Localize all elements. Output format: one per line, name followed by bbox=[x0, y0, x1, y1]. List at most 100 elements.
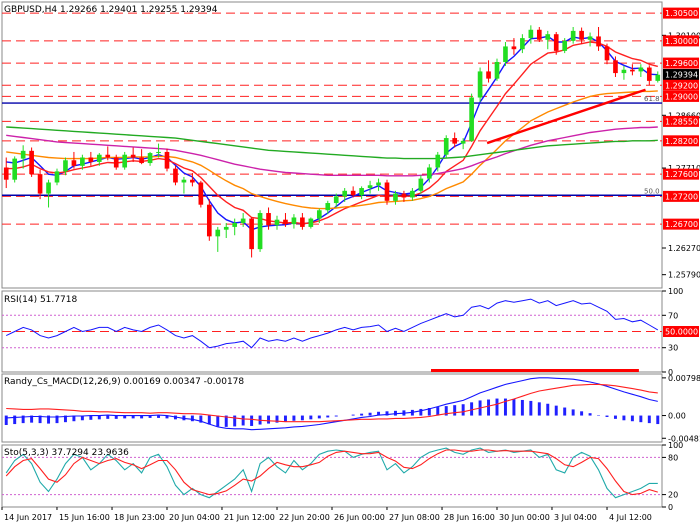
price-tag-box bbox=[663, 57, 699, 69]
axis-tag-label: 50.0000 bbox=[665, 328, 698, 337]
axis-tag-label: 1.29600 bbox=[665, 59, 698, 68]
fibonacci-level-label: 61.8 bbox=[644, 95, 660, 103]
ohlc-readout: 1.29266 1.29401 1.29255 1.29394 bbox=[60, 5, 218, 15]
candle-body bbox=[486, 71, 491, 79]
candle-body bbox=[435, 154, 441, 168]
price-tag-box bbox=[663, 168, 699, 180]
candle-body bbox=[113, 157, 119, 168]
price-tag-box bbox=[663, 190, 699, 202]
price-tag-box bbox=[663, 79, 699, 91]
candle-body bbox=[350, 190, 356, 196]
time-axis-label: 20 Jun 04:00 bbox=[169, 513, 220, 522]
candle-body bbox=[46, 182, 51, 194]
candle-body bbox=[20, 150, 26, 159]
candle-body bbox=[655, 74, 661, 81]
candle-body bbox=[71, 160, 77, 166]
candle-body bbox=[503, 46, 508, 62]
rsi-title: RSI(14) 51.7718 bbox=[4, 295, 77, 305]
candle-body bbox=[333, 196, 339, 204]
time-axis-label: 30 Jun 00:00 bbox=[499, 513, 550, 522]
candle-body bbox=[359, 188, 364, 196]
candle-body bbox=[37, 174, 43, 194]
macd-line bbox=[6, 383, 658, 423]
candle-body bbox=[80, 157, 85, 166]
time-axis-label: 14 Jun 2017 bbox=[4, 513, 52, 522]
candle-body bbox=[316, 210, 322, 219]
candle-body bbox=[190, 179, 195, 183]
candle-body bbox=[63, 160, 68, 172]
macd-line bbox=[6, 377, 658, 431]
candle-body bbox=[122, 154, 128, 168]
price-tag-box bbox=[663, 35, 699, 47]
axis-tag-label: 1.29394 bbox=[665, 71, 698, 80]
time-axis-label: 26 Jun 00:00 bbox=[334, 513, 385, 522]
candle-body bbox=[536, 29, 542, 40]
candle-body bbox=[130, 154, 136, 158]
macd-title: Randy_Cs_MACD(12,26,9) 0.00169 0.00347 -… bbox=[4, 377, 244, 387]
candle-body bbox=[613, 60, 618, 74]
fibonacci-level-label: 50.0 bbox=[644, 187, 660, 195]
candle-body bbox=[638, 67, 644, 72]
candle-body bbox=[29, 150, 34, 175]
candle-body bbox=[139, 157, 144, 164]
axis-tag-label: 1.29000 bbox=[665, 92, 698, 101]
candle-body bbox=[240, 218, 246, 224]
moving-average-line bbox=[6, 126, 658, 160]
time-axis-label: 22 Jun 20:00 bbox=[279, 513, 330, 522]
candle-body bbox=[418, 178, 424, 191]
candle-body bbox=[54, 171, 60, 183]
time-axis-label: 15 Jun 16:00 bbox=[59, 513, 110, 522]
candle-body bbox=[223, 226, 229, 230]
time-axis: 14 Jun 2017 15 Jun 16:00 18 Jun 23:00 20 Ju… bbox=[1, 507, 652, 522]
candle-body bbox=[646, 67, 652, 81]
candle-body bbox=[206, 204, 212, 237]
axis-tick-label: 30 bbox=[668, 344, 678, 353]
axis-tick-label: 1.27710 bbox=[668, 164, 700, 173]
candle-body bbox=[291, 217, 297, 225]
candle-body bbox=[308, 218, 314, 227]
candle-body bbox=[443, 138, 449, 155]
candle-body bbox=[562, 40, 568, 51]
candle-body bbox=[376, 182, 381, 186]
trendline bbox=[486, 88, 646, 145]
price-panel[interactable]: 61.850.01.305001.301001.300001.296001.29… bbox=[1, 1, 700, 289]
candle-body bbox=[477, 71, 483, 98]
axis-tick-label: 100 bbox=[668, 441, 683, 450]
axis-tag-label: 1.29200 bbox=[665, 81, 698, 90]
time-axis-label: 28 Jun 16:00 bbox=[444, 513, 495, 522]
candle-body bbox=[232, 223, 238, 227]
rsi-panel[interactable]: 100 70 50.0000 30 0 bbox=[1, 287, 699, 377]
axis-tick-label: 1.26270 bbox=[668, 244, 700, 253]
axis-tag-label: 1.26700 bbox=[665, 220, 698, 229]
candle-body bbox=[88, 157, 94, 162]
time-axis-label: 21 Jun 12:00 bbox=[224, 513, 275, 522]
axis-tag-label: 1.28550 bbox=[665, 117, 698, 126]
candle-body bbox=[325, 203, 331, 211]
stochastic-title: Sto(5,3,3) 37.7294 23.9636 bbox=[4, 448, 129, 458]
candle-body bbox=[173, 168, 178, 183]
rsi-line bbox=[5, 298, 659, 349]
price-tag-box bbox=[663, 7, 699, 19]
price-tag-box bbox=[663, 90, 699, 102]
candle-body bbox=[12, 158, 18, 180]
axis-tick-label: 0 bbox=[668, 368, 673, 377]
candle-body bbox=[630, 69, 635, 72]
candle-body bbox=[384, 182, 390, 201]
candle-body bbox=[553, 34, 559, 51]
candle-body bbox=[545, 34, 551, 40]
candle-body bbox=[401, 193, 407, 198]
axis-tag-label: 1.27600 bbox=[665, 170, 698, 179]
candle-body bbox=[426, 167, 432, 179]
axis-tick-label: 70 bbox=[668, 311, 678, 320]
axis-tick-label: 80 bbox=[668, 453, 678, 462]
candle-body bbox=[587, 36, 593, 40]
candle-body bbox=[274, 219, 280, 226]
time-axis-label: 18 Jun 23:00 bbox=[114, 513, 165, 522]
price-tag-box bbox=[663, 135, 699, 147]
price-panel-title: GBPUSD,H4 bbox=[4, 5, 57, 15]
candle-body bbox=[283, 219, 288, 225]
axis-tick-label: 0.00798 bbox=[668, 374, 700, 383]
